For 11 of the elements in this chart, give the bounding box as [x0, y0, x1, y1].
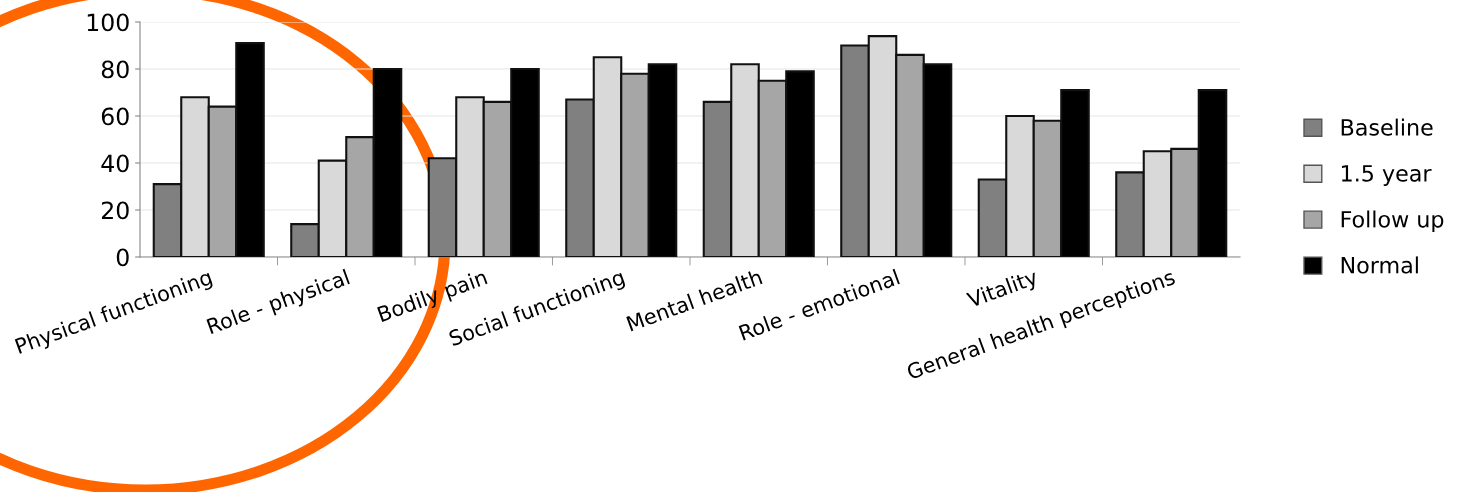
y-tick-label: 0	[116, 248, 129, 267]
y-tick-label: 80	[101, 60, 129, 79]
legend-label: Normal	[1341, 256, 1418, 274]
legend-label: Baseline	[1341, 118, 1433, 136]
y-tick-label: 40	[101, 154, 129, 173]
x-tick-label: Vitality	[965, 268, 1041, 312]
y-tick-label: 60	[101, 107, 129, 126]
legend-label: 1.5 year	[1342, 165, 1432, 187]
y-tick-label: 20	[101, 201, 129, 220]
legend-label: Follow up	[1341, 210, 1444, 232]
y-tick-label: 100	[87, 13, 129, 32]
